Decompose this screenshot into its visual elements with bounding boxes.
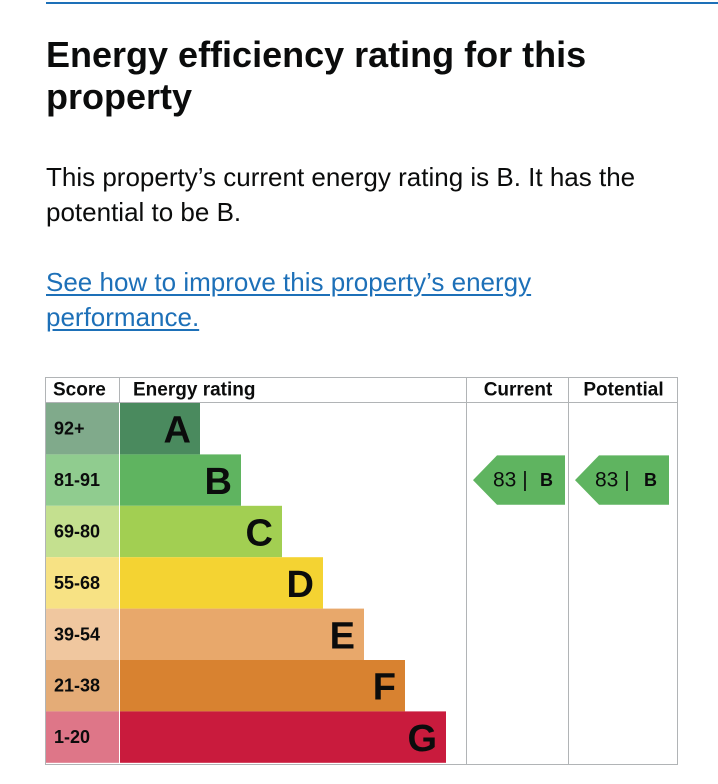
rating-letter: D bbox=[287, 564, 314, 606]
energy-rating-graph: Score Energy rating Current Potential 92+ A 81… bbox=[45, 377, 678, 765]
page-title: Energy efficiency rating for this proper… bbox=[46, 34, 587, 117]
rating-letter: G bbox=[407, 718, 437, 760]
score-cell-a bbox=[46, 403, 119, 455]
score-range-label: 1-20 bbox=[54, 727, 90, 747]
score-cell-f bbox=[46, 660, 119, 712]
score-cell-c bbox=[46, 505, 119, 558]
rating-bar-e bbox=[120, 608, 364, 660]
chart-frame bbox=[45, 377, 678, 765]
score-cell-e bbox=[46, 608, 119, 660]
current-rating-arrow bbox=[473, 455, 565, 505]
rating-letter: F bbox=[373, 667, 396, 709]
current-rating-letter: B bbox=[540, 470, 553, 490]
score-range-label: 55-68 bbox=[54, 573, 100, 593]
current-rating-score: 83 | bbox=[493, 469, 528, 492]
rating-summary: This property’s current energy rating is… bbox=[46, 162, 636, 227]
header-energy-rating: Energy rating bbox=[133, 380, 255, 401]
score-range-label: 69-80 bbox=[54, 522, 100, 542]
score-range-label: 39-54 bbox=[54, 624, 100, 644]
header-potential: Potential bbox=[583, 380, 663, 401]
rating-letter: C bbox=[246, 513, 273, 555]
score-cell-b bbox=[46, 454, 119, 506]
score-cell-d bbox=[46, 557, 119, 609]
potential-rating-arrow bbox=[575, 455, 669, 505]
rating-letter: A bbox=[164, 410, 191, 452]
header-score: Score bbox=[53, 380, 106, 401]
rating-letter: B bbox=[205, 461, 232, 503]
score-range-label: 21-38 bbox=[54, 676, 100, 696]
potential-rating-letter: B bbox=[644, 470, 657, 490]
rating-bar-f bbox=[120, 660, 405, 712]
top-divider bbox=[46, 2, 718, 4]
score-range-label: 92+ bbox=[54, 419, 85, 439]
rating-letter: E bbox=[330, 615, 355, 657]
score-range-label: 81-91 bbox=[54, 470, 100, 490]
score-cell-g bbox=[46, 711, 119, 763]
rating-bar-d bbox=[120, 557, 323, 609]
rating-bar-g bbox=[120, 711, 446, 763]
header-current: Current bbox=[484, 380, 553, 401]
rating-bar-a bbox=[120, 403, 200, 455]
rating-bar-c bbox=[120, 505, 282, 558]
energy-rating-chart: Score Energy rating Current Potential 92+ A 81… bbox=[45, 377, 678, 765]
rating-bar-b bbox=[120, 454, 241, 506]
improve-performance-link[interactable]: See how to improve this property’s energ… bbox=[46, 267, 532, 332]
potential-rating-score: 83 | bbox=[595, 469, 630, 492]
